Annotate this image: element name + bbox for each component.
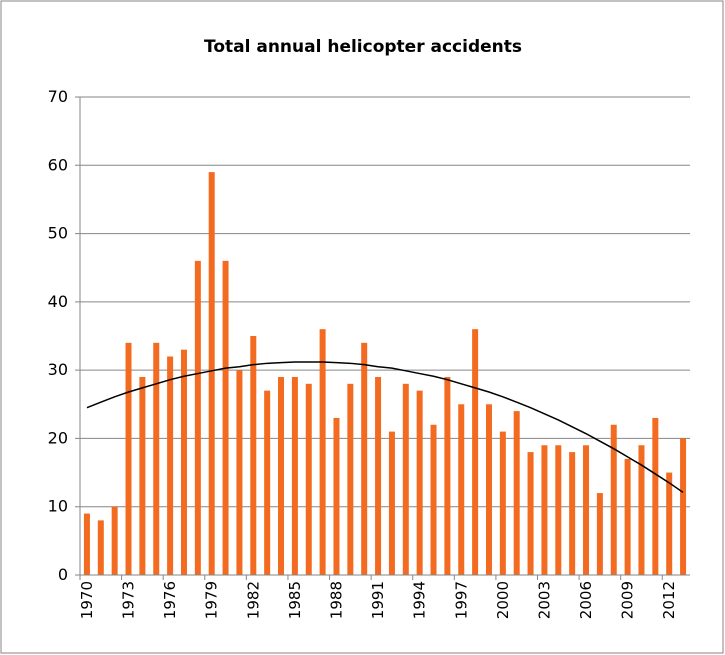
x-tick-label: 1979 — [203, 581, 221, 619]
bar — [569, 452, 576, 575]
bar — [194, 260, 201, 575]
bar — [305, 383, 312, 575]
bar — [472, 329, 479, 575]
bar — [319, 329, 326, 575]
y-tick-label: 50 — [48, 224, 68, 243]
y-tick-label: 40 — [48, 292, 68, 311]
x-tick-label: 1973 — [120, 581, 138, 619]
bar — [83, 513, 90, 575]
y-tick-label: 0 — [58, 565, 68, 584]
bar — [167, 356, 174, 575]
bar — [402, 383, 409, 575]
bar — [222, 260, 229, 575]
bar — [375, 376, 382, 575]
bar — [610, 424, 617, 575]
x-tick-label: 1997 — [452, 581, 470, 619]
bar — [499, 431, 506, 575]
bar — [111, 506, 118, 575]
bar — [250, 336, 257, 575]
bar — [666, 472, 673, 575]
y-tick-label: 30 — [48, 360, 68, 379]
x-tick-label: 2009 — [619, 581, 637, 619]
x-tick-label: 2006 — [577, 581, 595, 619]
bar — [361, 342, 368, 575]
bar — [139, 376, 146, 575]
bar — [388, 431, 395, 575]
bar — [347, 383, 354, 575]
y-tick-label: 10 — [48, 497, 68, 516]
bar — [624, 458, 631, 575]
bar — [278, 376, 285, 575]
bar — [652, 417, 659, 575]
bar — [236, 370, 243, 575]
x-tick-label: 1991 — [369, 581, 387, 619]
bar — [596, 493, 603, 575]
x-tick-label: 1982 — [244, 581, 262, 619]
bar — [638, 445, 645, 575]
trend-line — [86, 361, 684, 493]
bar — [527, 452, 534, 575]
bar — [180, 349, 187, 575]
bar — [485, 404, 492, 575]
bar — [208, 172, 215, 575]
x-tick-label: 2012 — [660, 581, 678, 619]
bar — [583, 445, 590, 575]
y-tick-label: 60 — [48, 155, 68, 174]
bar — [680, 438, 687, 575]
x-tick-label: 1985 — [286, 581, 304, 619]
bar — [541, 445, 548, 575]
x-tick-label: 1970 — [78, 581, 96, 619]
chart-title: Total annual helicopter accidents — [204, 37, 522, 57]
bar — [513, 411, 520, 575]
bar — [555, 445, 562, 575]
bar — [97, 520, 104, 575]
y-tick-label: 20 — [48, 428, 68, 447]
bar — [264, 390, 271, 575]
x-tick-label: 2000 — [494, 581, 512, 619]
y-tick-label: 70 — [48, 87, 68, 106]
bar — [125, 342, 132, 575]
x-tick-label: 1994 — [411, 581, 429, 619]
x-tick-label: 2003 — [535, 581, 553, 619]
x-tick-label: 1976 — [161, 581, 179, 619]
x-tick-label: 1988 — [327, 581, 345, 619]
bar — [333, 417, 340, 575]
bar — [153, 342, 160, 575]
bar — [458, 404, 465, 575]
bar — [416, 390, 423, 575]
bar — [291, 376, 298, 575]
bar — [430, 424, 437, 575]
bar — [444, 376, 451, 575]
